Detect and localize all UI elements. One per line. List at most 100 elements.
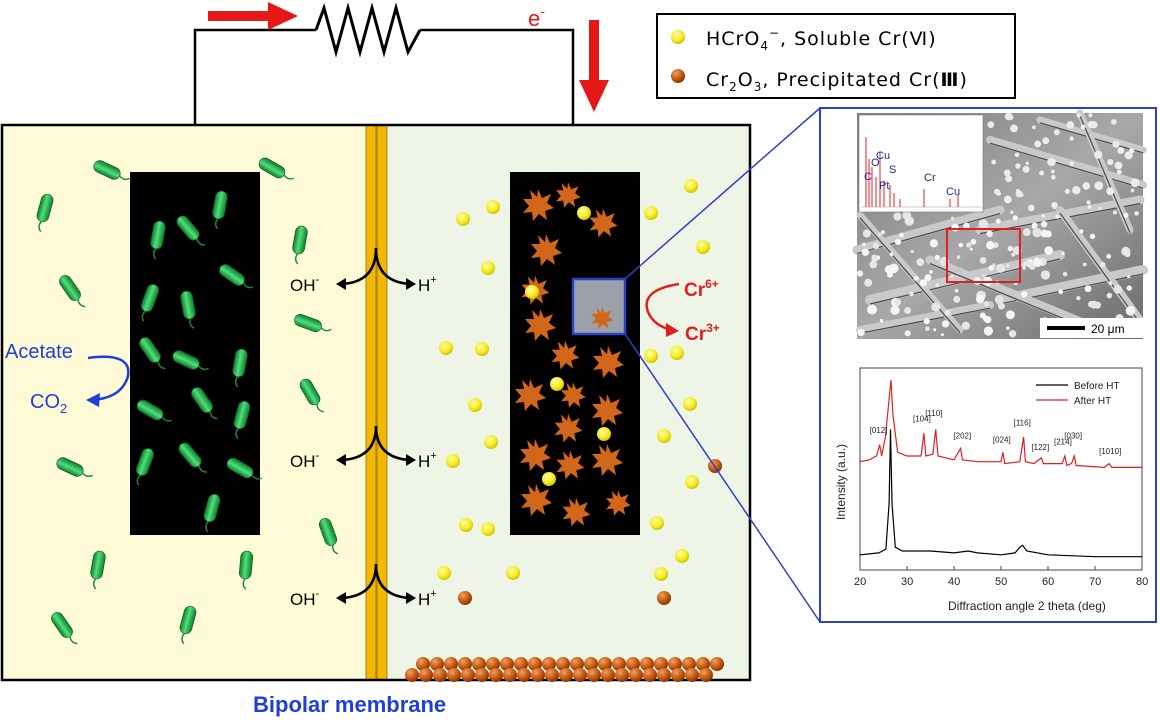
soluble-cr-icon bbox=[439, 341, 453, 355]
sem-particle bbox=[1041, 214, 1045, 218]
sem-particle bbox=[1022, 228, 1031, 237]
sem-particle bbox=[983, 315, 989, 322]
precipitated-cr-icon bbox=[458, 657, 472, 671]
sem-particle bbox=[1011, 126, 1016, 132]
soluble-cr-icon bbox=[550, 377, 564, 391]
sem-particle bbox=[1005, 175, 1013, 183]
sem-particle bbox=[1007, 245, 1013, 252]
sem-fiber bbox=[986, 136, 1147, 189]
sem-particle bbox=[950, 216, 955, 220]
sem-particle bbox=[1029, 263, 1036, 270]
sem-particle bbox=[1011, 252, 1016, 257]
precipitated-cr-icon bbox=[587, 668, 601, 682]
sem-particle bbox=[1069, 161, 1074, 167]
eds-label: C bbox=[864, 171, 872, 183]
electron-label: e- bbox=[528, 3, 545, 31]
sem-particle bbox=[933, 328, 937, 332]
sem-particle bbox=[1126, 285, 1133, 291]
zoom-highlight bbox=[571, 107, 821, 623]
soluble-cr-icon bbox=[650, 516, 664, 530]
sem-particle bbox=[995, 295, 1004, 304]
oxidation-arrow-icon bbox=[87, 355, 130, 402]
sem-particle bbox=[1022, 266, 1026, 270]
sem-particle bbox=[893, 212, 902, 221]
sem-particle bbox=[1006, 326, 1010, 331]
sem-particle bbox=[988, 265, 995, 271]
sem-particle bbox=[1052, 205, 1057, 210]
precipitated-cr-icon bbox=[444, 657, 458, 671]
precipitated-cr-icon bbox=[472, 657, 486, 671]
eds-label: O bbox=[871, 157, 880, 169]
sem-particle bbox=[1130, 178, 1140, 187]
sem-particle bbox=[1050, 169, 1055, 174]
sem-particle bbox=[871, 254, 877, 260]
sem-particle bbox=[1040, 270, 1051, 280]
sem-particle bbox=[919, 279, 928, 287]
sem-particle bbox=[1006, 263, 1010, 268]
xrd-peak-label: [012] bbox=[870, 426, 888, 435]
precipitated-cr-icon bbox=[531, 668, 545, 682]
precipitated-cr-icon bbox=[475, 668, 489, 682]
sem-particle bbox=[935, 283, 940, 288]
sem-particle bbox=[1047, 157, 1056, 167]
xrd-legend: Before HT After HT bbox=[1036, 381, 1120, 407]
precipitated-cr-icon bbox=[570, 657, 584, 671]
sem-particle bbox=[1020, 291, 1028, 298]
precipitated-cr-icon bbox=[654, 657, 668, 671]
sem-particle bbox=[1108, 281, 1113, 286]
legend-box: HCrO4−, Soluble Cr(Ⅵ) Cr2O3, Precipitate… bbox=[656, 13, 1016, 99]
sem-fiber bbox=[856, 301, 994, 334]
sem-particle bbox=[996, 263, 1006, 273]
soluble-cr-icon bbox=[475, 342, 489, 356]
sem-particle bbox=[934, 254, 940, 260]
precipitated-cr-icon bbox=[517, 668, 531, 682]
legend-after-label: After HT bbox=[1074, 396, 1111, 407]
sem-particle bbox=[994, 188, 1000, 195]
eds-label: Cu bbox=[876, 150, 890, 162]
cr6-label: Cr6+ bbox=[684, 277, 719, 301]
eds-label: Pt bbox=[879, 180, 889, 192]
oh-ion-label: OH- bbox=[290, 274, 320, 295]
soluble-cr-icon bbox=[684, 179, 698, 193]
soluble-cr-icon bbox=[654, 567, 668, 581]
sem-particle bbox=[1086, 200, 1091, 205]
sem-particle bbox=[856, 270, 864, 277]
soluble-cr-icon bbox=[506, 566, 520, 580]
eds-label: Cu bbox=[946, 186, 960, 198]
sem-particle bbox=[893, 298, 902, 306]
precipitated-cr-icon bbox=[612, 657, 626, 671]
soluble-cr-icon bbox=[644, 349, 658, 363]
sem-fiber bbox=[1076, 109, 1134, 234]
precipitated-cr-icon bbox=[657, 591, 671, 605]
precipitated-cr-icon bbox=[671, 668, 685, 682]
sem-particle bbox=[997, 302, 1005, 310]
sem-particle bbox=[987, 121, 995, 128]
precipitated-cr-icon bbox=[657, 668, 671, 682]
sem-particle bbox=[1039, 170, 1045, 176]
sem-particle bbox=[916, 258, 925, 267]
sem-particle bbox=[924, 274, 932, 282]
sem-particle bbox=[1058, 289, 1064, 295]
sem-fiber-shadow bbox=[1059, 212, 1141, 324]
soluble-cr-icon bbox=[484, 435, 498, 449]
precipitated-cr-icon bbox=[489, 668, 503, 682]
xrd-tick-label: 70 bbox=[1089, 576, 1101, 588]
xrd-chart: 20 30 40 50 60 70 80 [012] [104][110] [202] [024]… bbox=[834, 367, 1148, 613]
xrd-peak-label: [110] bbox=[925, 409, 942, 418]
soluble-cr-icon bbox=[446, 454, 460, 468]
precipitated-cr-icon bbox=[514, 657, 528, 671]
sem-particle bbox=[1016, 188, 1020, 193]
sem-particle bbox=[1082, 182, 1091, 190]
sem-particle bbox=[1094, 181, 1104, 191]
precipitated-cr-icon bbox=[573, 668, 587, 682]
sem-particle bbox=[1079, 229, 1084, 234]
sem-particle bbox=[1088, 113, 1093, 118]
sem-fiber bbox=[1056, 206, 1144, 324]
sem-particle bbox=[992, 242, 999, 249]
xrd-tick-label: 60 bbox=[1042, 576, 1054, 588]
sem-particle bbox=[1061, 251, 1065, 255]
sem-particle bbox=[1032, 227, 1042, 238]
precipitated-cr-icon bbox=[486, 657, 500, 671]
sem-particle bbox=[910, 249, 914, 254]
sem-particle bbox=[1111, 119, 1117, 125]
